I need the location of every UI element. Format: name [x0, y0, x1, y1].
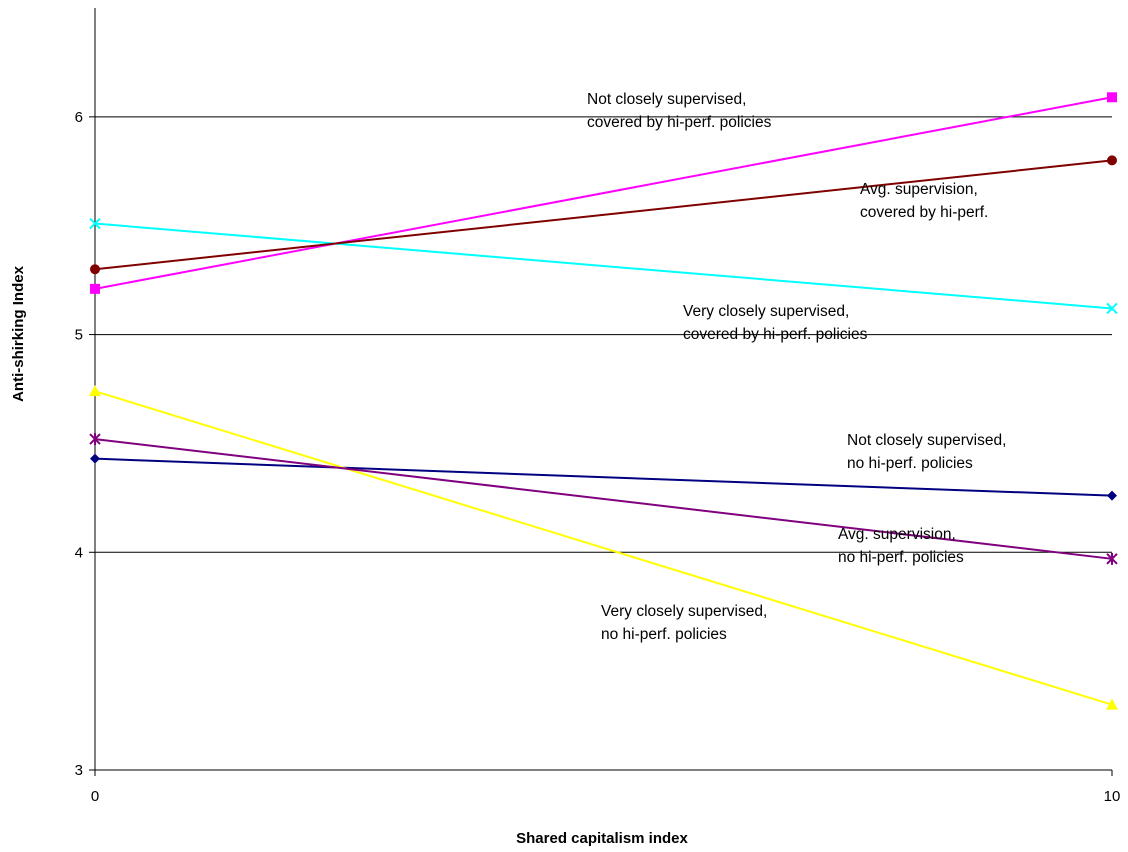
- data-point: [1107, 490, 1117, 501]
- data-point: [89, 385, 101, 397]
- data-point: [89, 433, 101, 446]
- data-point: [1106, 698, 1118, 710]
- data-point: [1107, 92, 1117, 103]
- y-axis-title: Anti-shirking Index: [10, 265, 27, 402]
- annotation-line: Not closely supervised,: [587, 91, 746, 108]
- annotations: Not closely supervised, covered by hi-per…: [587, 91, 1006, 643]
- annotation-line: covered by hi-perf. policies: [683, 326, 868, 343]
- series-line: [94, 457, 1113, 497]
- series-line: [94, 159, 1113, 271]
- annotation-line: Avg. supervision,: [860, 181, 978, 198]
- series-line: [94, 96, 1113, 290]
- annotation-line: Avg. supervision,: [838, 526, 956, 543]
- y-tick-label: 6: [75, 109, 83, 126]
- data-point: [1106, 302, 1118, 315]
- series-1: [90, 92, 1117, 294]
- series-3: [89, 217, 1118, 315]
- series-line: [94, 222, 1113, 310]
- x-tick-label: 0: [91, 788, 99, 805]
- data-point: [89, 217, 101, 230]
- annotation-line: Very closely supervised,: [601, 603, 767, 620]
- tick-labels: 3 4 5 6 0 10: [75, 109, 1121, 805]
- annotation-line: covered by hi-perf.: [860, 204, 988, 221]
- y-tick-label: 4: [75, 544, 83, 561]
- data-point: [90, 453, 100, 464]
- x-tick-label: 10: [1104, 788, 1121, 805]
- annot-not-closely-covered: Not closely supervised, covered by hi-per…: [587, 91, 772, 131]
- series-group: [89, 92, 1118, 710]
- annot-very-closely-no: Very closely supervised, no hi-perf. poli…: [601, 603, 767, 643]
- annot-avg-no: Avg. supervision, no hi-perf. policies: [838, 526, 964, 566]
- series-4: [89, 433, 1118, 565]
- annotation-line: Not closely supervised,: [847, 432, 1006, 449]
- annotation-line: no hi-perf. policies: [601, 626, 727, 643]
- annotation-line: covered by hi-perf. policies: [587, 114, 772, 131]
- series-line: [94, 390, 1113, 706]
- series-2: [89, 385, 1118, 710]
- x-axis-title: Shared capitalism index: [516, 830, 688, 847]
- annot-not-closely-no: Not closely supervised, no hi-perf. polic…: [847, 432, 1006, 472]
- data-point: [90, 283, 100, 294]
- data-point: [1106, 552, 1118, 565]
- annot-very-closely-covered: Very closely supervised, covered by hi-pe…: [683, 303, 868, 343]
- annotation-line: no hi-perf. policies: [838, 549, 964, 566]
- annotation-line: no hi-perf. policies: [847, 455, 973, 472]
- gridlines: [95, 116, 1112, 553]
- y-tick-label: 3: [75, 762, 83, 779]
- series-0: [90, 453, 1117, 501]
- series-line: [94, 438, 1113, 560]
- annotation-line: Very closely supervised,: [683, 303, 849, 320]
- data-point: [90, 264, 100, 275]
- annot-avg-covered: Avg. supervision, covered by hi-perf.: [860, 181, 988, 221]
- y-tick-label: 5: [75, 327, 83, 344]
- data-point: [1107, 155, 1117, 166]
- series-5: [90, 155, 1117, 275]
